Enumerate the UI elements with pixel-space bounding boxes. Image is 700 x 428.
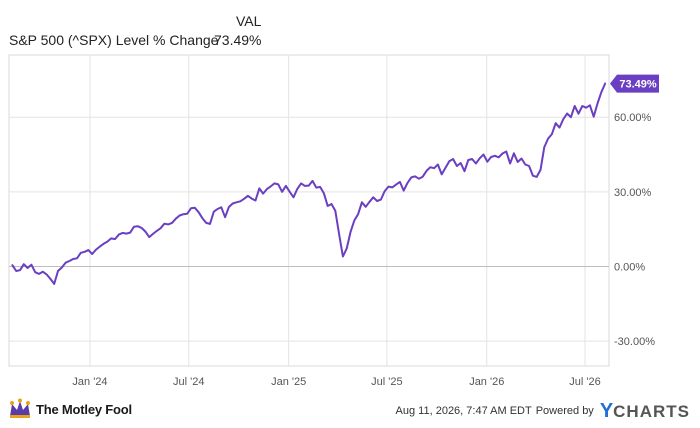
ycharts-logo-text: CHARTS bbox=[613, 401, 690, 421]
x-tick-label: Jul '25 bbox=[371, 376, 402, 388]
x-tick-label: Jul '26 bbox=[569, 376, 600, 388]
footer-attribution: Aug 11, 2026, 7:47 AM EDT Powered by Y C… bbox=[396, 401, 690, 421]
legend-series-value: 73.49% bbox=[214, 32, 262, 48]
x-tick-label: Jul '24 bbox=[173, 376, 204, 388]
brand-name: The Motley Fool bbox=[36, 401, 132, 417]
ycharts-logo-y: Y bbox=[599, 400, 614, 422]
horizontal-gridlines bbox=[9, 116, 609, 342]
y-tick-label: -30.00% bbox=[614, 336, 655, 348]
legend-header: VAL S&P 500 (^SPX) Level % Change 73.49% bbox=[0, 0, 700, 50]
motley-fool-logo: The Motley Fool bbox=[8, 397, 132, 421]
plot-area bbox=[8, 54, 610, 367]
last-value-label: 73.49% bbox=[619, 79, 657, 91]
y-tick-label: 30.00% bbox=[614, 187, 652, 199]
y-tick-label: 60.00% bbox=[614, 112, 652, 124]
legend-column-label: VAL bbox=[236, 13, 262, 29]
y-tick-label: 0.00% bbox=[614, 261, 645, 273]
chart-timestamp: Aug 11, 2026, 7:47 AM EDT bbox=[395, 405, 532, 417]
jester-hat-icon bbox=[10, 398, 30, 418]
last-value-marker: 73.49% bbox=[610, 74, 659, 93]
x-tick-label: Jan '25 bbox=[271, 376, 306, 388]
legend-series-name: S&P 500 (^SPX) Level % Change bbox=[9, 32, 219, 48]
x-tick-label: Jan '24 bbox=[72, 376, 107, 388]
x-tick-labels: Jan '24 Jul '24 Jan '25 Jul '25 Jan '26 Jul '… bbox=[72, 376, 600, 388]
y-tick-labels: 60.00% 30.00% 0.00% -30.00% bbox=[614, 112, 655, 348]
last-value-flag bbox=[610, 74, 659, 93]
ycharts-logo: Y CHARTS bbox=[600, 401, 690, 421]
powered-by-label: Powered by bbox=[535, 405, 594, 417]
series-line-spx bbox=[11, 82, 607, 285]
x-tick-label: Jan '26 bbox=[469, 376, 504, 388]
